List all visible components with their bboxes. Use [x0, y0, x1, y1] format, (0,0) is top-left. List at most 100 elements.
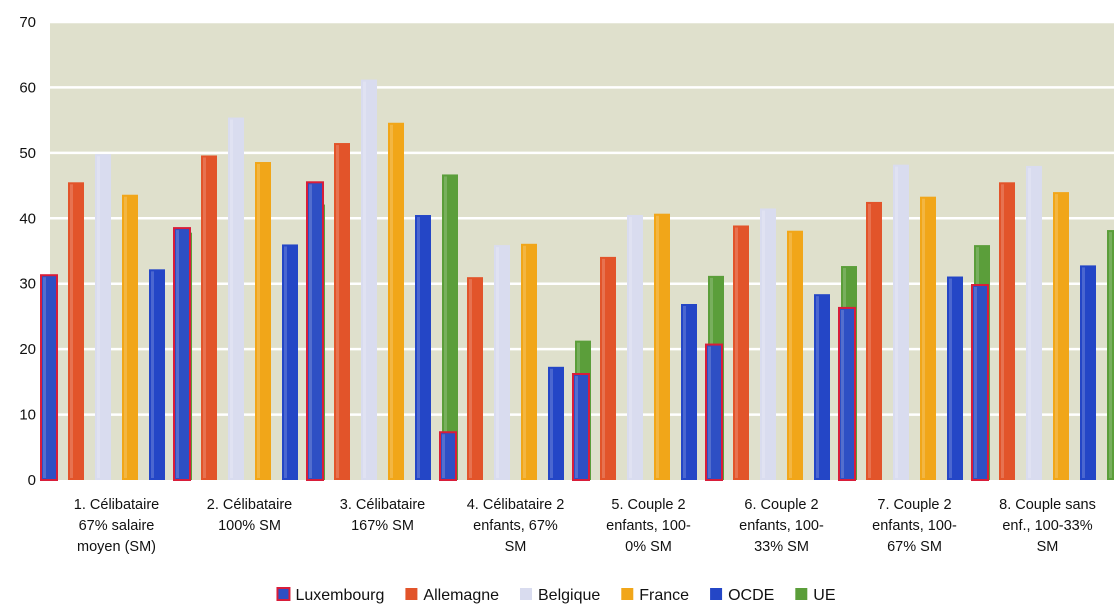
- legend-label-luxembourg: Luxembourg: [295, 587, 384, 604]
- x-category-label-line: enf., 100-33%: [1002, 518, 1092, 534]
- bar-highlight: [203, 157, 206, 478]
- legend-swatch-ue: [795, 588, 808, 600]
- bar-belgique-8: [1026, 165, 1042, 480]
- bar-allemagne-2: [201, 155, 217, 480]
- x-category-label-line: 33% SM: [754, 539, 809, 555]
- bar-ocde-8: [1080, 265, 1096, 480]
- bar-highlight: [550, 368, 553, 478]
- x-category-label-line: 0% SM: [625, 539, 672, 555]
- x-category-label: 1. Célibataire 67% salaire moyen (SM): [74, 497, 159, 555]
- x-category-label-line: 5. Couple 2: [611, 497, 685, 513]
- x-category-label: 4. Célibataire 2 enfants, 67% SM: [467, 497, 565, 555]
- x-category-label-line: 4. Célibataire 2: [467, 497, 565, 513]
- bar-belgique-4: [494, 245, 510, 480]
- x-category-label-line: enfants, 100-: [739, 518, 824, 534]
- bar-highlight: [417, 217, 420, 478]
- y-tick-label: 0: [28, 472, 36, 489]
- bar-allemagne-8: [999, 182, 1015, 481]
- bar-highlight: [1109, 232, 1112, 478]
- bar-highlight: [444, 176, 447, 478]
- y-tick-label: 30: [19, 276, 36, 293]
- x-category-label-line: 167% SM: [351, 518, 414, 534]
- bar-highlight: [949, 278, 952, 478]
- y-tick-label: 40: [19, 210, 36, 227]
- bar-highlight: [70, 184, 73, 479]
- bar-highlight: [257, 164, 260, 478]
- bar-ocde-4: [548, 366, 564, 480]
- legend-label-ocde: OCDE: [728, 587, 774, 604]
- legend-label-ue: UE: [813, 587, 835, 604]
- legend-swatch-france: [621, 588, 634, 600]
- bar-highlight: [309, 184, 312, 479]
- bar-highlight: [336, 145, 339, 479]
- bar-luxembourg-7: [838, 306, 856, 481]
- x-category-label-line: 3. Célibataire: [340, 497, 425, 513]
- x-category-label: 2. Célibataire 100% SM: [207, 497, 292, 534]
- x-category-label-line: 6. Couple 2: [744, 497, 818, 513]
- bar-highlight: [1028, 167, 1031, 478]
- bar-highlight: [1001, 184, 1004, 479]
- bar-highlight: [789, 232, 792, 478]
- bar-luxembourg-2: [173, 227, 191, 481]
- x-category-label: 5. Couple 2 enfants, 100- 0% SM: [606, 497, 691, 555]
- bar-highlight: [469, 279, 472, 478]
- legend-swatch-luxembourg: [276, 587, 291, 601]
- legend-swatch-ocde: [710, 588, 723, 600]
- bar-belgique-5: [627, 215, 643, 480]
- x-axis-labels: 1. Célibataire 67% salaire moyen (SM) 2. Cé…: [74, 497, 1096, 555]
- bar-highlight: [656, 215, 659, 478]
- x-category-label-line: 67% SM: [887, 539, 942, 555]
- bar-ue-3: [442, 174, 458, 480]
- y-tick-label: 60: [19, 79, 36, 96]
- x-category-label-line: SM: [1037, 539, 1059, 555]
- x-category-label-line: SM: [505, 539, 527, 555]
- bar-highlight: [523, 245, 526, 478]
- bar-highlight: [284, 246, 287, 478]
- y-axis-ticks: 0 10 20 30 40 50 60 70: [19, 14, 36, 489]
- bar-highlight: [97, 156, 100, 478]
- x-category-label-line: 67% salaire: [79, 518, 155, 534]
- bar-highlight: [762, 210, 765, 478]
- bar-highlight: [735, 227, 738, 478]
- bar-allemagne-7: [866, 201, 882, 480]
- x-category-label-line: 8. Couple sans: [999, 497, 1096, 513]
- y-tick-label: 10: [19, 407, 36, 424]
- bar-ocde-1: [149, 269, 165, 480]
- bar-highlight: [708, 346, 711, 478]
- legend-swatch-belgique: [520, 588, 533, 600]
- bar-highlight: [895, 166, 898, 479]
- bar-france-8: [1053, 192, 1069, 480]
- bar-highlight: [974, 287, 977, 478]
- x-category-label-line: 7. Couple 2: [877, 497, 951, 513]
- bar-highlight: [602, 258, 605, 478]
- bars: [40, 79, 1114, 482]
- bar-france-3: [388, 122, 404, 480]
- x-category-label-line: enfants, 67%: [473, 518, 558, 534]
- bar-luxembourg-6: [705, 343, 723, 482]
- bar-belgique-6: [760, 208, 776, 480]
- x-category-label: 6. Couple 2 enfants, 100- 33% SM: [739, 497, 824, 555]
- x-category-label-line: moyen (SM): [77, 539, 156, 555]
- bar-allemagne-1: [68, 182, 84, 481]
- bar-luxembourg-5: [572, 373, 590, 481]
- bar-highlight: [43, 277, 46, 478]
- bar-highlight: [841, 309, 844, 478]
- bar-highlight: [629, 217, 632, 478]
- bar-luxembourg-3: [306, 181, 324, 482]
- bar-luxembourg-8: [971, 284, 989, 481]
- bar-ocde-3: [415, 215, 431, 480]
- bar-luxembourg-4: [439, 431, 457, 482]
- y-tick-label: 70: [19, 14, 36, 31]
- bar-belgique-3: [361, 79, 377, 480]
- x-category-label-line: enfants, 100-: [606, 518, 691, 534]
- bar-highlight: [1082, 267, 1085, 478]
- bar-france-2: [255, 162, 271, 480]
- bar-highlight: [176, 230, 179, 478]
- bar-highlight: [124, 196, 127, 478]
- bar-highlight: [151, 271, 154, 478]
- y-tick-label: 20: [19, 341, 36, 358]
- bar-france-4: [521, 243, 537, 480]
- bar-highlight: [683, 305, 686, 478]
